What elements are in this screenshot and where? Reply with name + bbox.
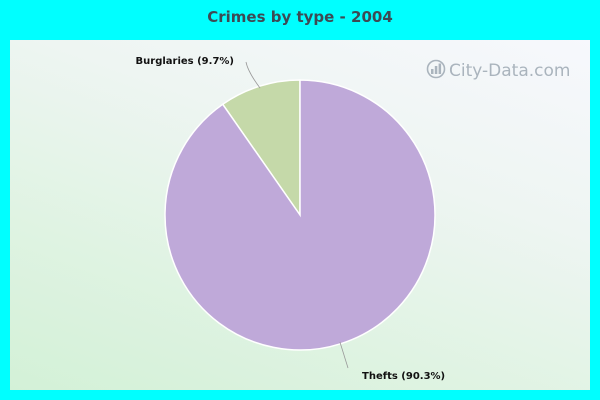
chart-title: Crimes by type - 2004 [207,8,393,26]
city-data-logo-icon [426,59,446,79]
leader-line-burglaries [245,61,261,89]
slice-label-thefts: Thefts (90.3%) [362,371,445,382]
watermark: City-Data.com [426,59,570,81]
watermark-text: City-Data.com [449,61,570,81]
slice-label-burglaries: Burglaries (9.7%) [136,56,234,67]
leader-line-thefts [339,341,349,369]
pie-slice-burglaries [221,79,301,218]
pie-chart: City-Data.com Burglaries (9.7%) Thefts (9… [136,56,571,382]
pie-slice-thefts [164,79,436,351]
plot-area: City-Data.com Burglaries (9.7%) Thefts (9… [10,40,590,390]
